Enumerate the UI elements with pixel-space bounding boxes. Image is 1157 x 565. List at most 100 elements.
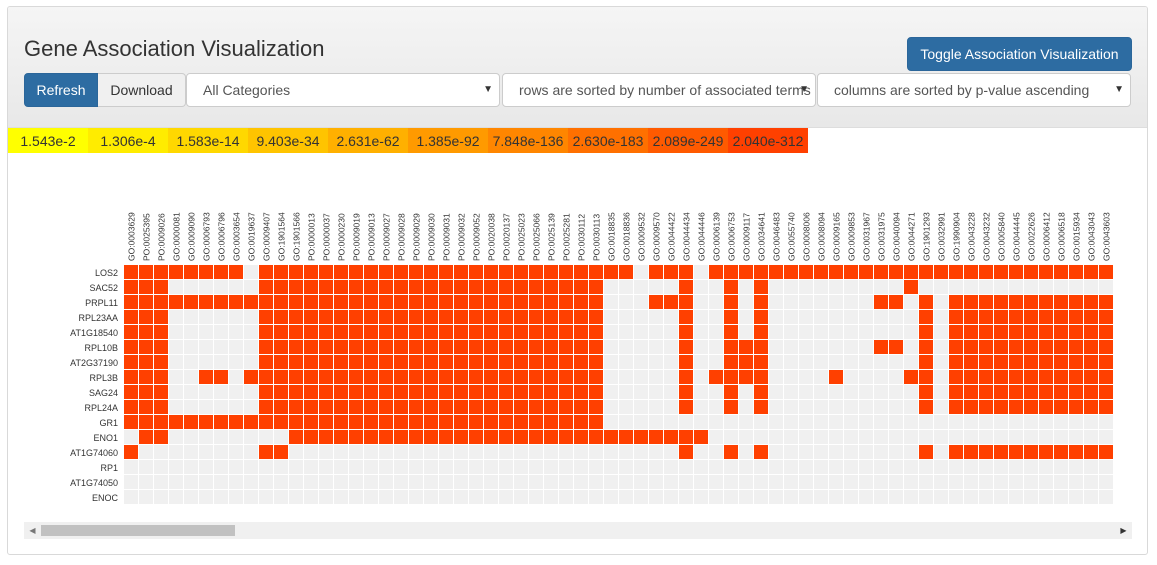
heatmap-cell-associated[interactable] — [964, 340, 978, 354]
heatmap-cell-associated[interactable] — [394, 355, 408, 369]
heatmap-cell-empty[interactable] — [229, 400, 243, 414]
heatmap-cell-associated[interactable] — [274, 355, 288, 369]
heatmap-cell-empty[interactable] — [454, 460, 468, 474]
heatmap-cell-associated[interactable] — [514, 430, 528, 444]
heatmap-cell-associated[interactable] — [139, 265, 153, 279]
heatmap-cell-empty[interactable] — [514, 475, 528, 489]
heatmap-cell-associated[interactable] — [784, 265, 798, 279]
heatmap-cell-empty[interactable] — [874, 325, 888, 339]
heatmap-cell-associated[interactable] — [154, 265, 168, 279]
heatmap-cell-empty[interactable] — [664, 340, 678, 354]
heatmap-cell-associated[interactable] — [919, 325, 933, 339]
heatmap-cell-associated[interactable] — [469, 280, 483, 294]
heatmap-cell-empty[interactable] — [664, 310, 678, 324]
heatmap-cell-associated[interactable] — [409, 325, 423, 339]
heatmap-cell-empty[interactable] — [784, 340, 798, 354]
heatmap-cell-empty[interactable] — [139, 445, 153, 459]
heatmap-cell-empty[interactable] — [964, 415, 978, 429]
heatmap-cell-empty[interactable] — [769, 400, 783, 414]
heatmap-cell-empty[interactable] — [709, 295, 723, 309]
heatmap-cell-empty[interactable] — [814, 340, 828, 354]
heatmap-cell-associated[interactable] — [1084, 295, 1098, 309]
heatmap-cell-empty[interactable] — [1099, 460, 1113, 474]
heatmap-cell-empty[interactable] — [829, 385, 843, 399]
heatmap-cell-associated[interactable] — [424, 355, 438, 369]
heatmap-cell-empty[interactable] — [844, 490, 858, 504]
heatmap-cell-associated[interactable] — [364, 385, 378, 399]
heatmap-cell-associated[interactable] — [874, 265, 888, 279]
heatmap-cell-associated[interactable] — [334, 385, 348, 399]
heatmap-cell-empty[interactable] — [739, 400, 753, 414]
heatmap-cell-empty[interactable] — [679, 475, 693, 489]
heatmap-cell-associated[interactable] — [484, 265, 498, 279]
heatmap-cell-associated[interactable] — [679, 310, 693, 324]
heatmap-cell-associated[interactable] — [724, 355, 738, 369]
heatmap-cell-empty[interactable] — [319, 445, 333, 459]
heatmap-cell-empty[interactable] — [199, 310, 213, 324]
heatmap-cell-associated[interactable] — [214, 295, 228, 309]
heatmap-cell-empty[interactable] — [499, 475, 513, 489]
heatmap-cell-associated[interactable] — [1039, 385, 1053, 399]
heatmap-cell-associated[interactable] — [394, 295, 408, 309]
heatmap-cell-empty[interactable] — [244, 475, 258, 489]
heatmap-cell-associated[interactable] — [439, 355, 453, 369]
heatmap-cell-associated[interactable] — [364, 295, 378, 309]
heatmap-cell-empty[interactable] — [904, 490, 918, 504]
heatmap-cell-associated[interactable] — [349, 430, 363, 444]
heatmap-cell-empty[interactable] — [184, 355, 198, 369]
heatmap-cell-empty[interactable] — [889, 280, 903, 294]
heatmap-cell-associated[interactable] — [994, 325, 1008, 339]
heatmap-cell-associated[interactable] — [979, 310, 993, 324]
heatmap-cell-empty[interactable] — [124, 490, 138, 504]
heatmap-cell-empty[interactable] — [229, 460, 243, 474]
heatmap-cell-empty[interactable] — [994, 475, 1008, 489]
heatmap-cell-empty[interactable] — [709, 415, 723, 429]
heatmap-cell-associated[interactable] — [994, 340, 1008, 354]
heatmap-cell-associated[interactable] — [1054, 295, 1068, 309]
heatmap-cell-associated[interactable] — [529, 385, 543, 399]
heatmap-cell-empty[interactable] — [349, 460, 363, 474]
heatmap-cell-empty[interactable] — [259, 460, 273, 474]
heatmap-cell-associated[interactable] — [559, 415, 573, 429]
heatmap-cell-empty[interactable] — [634, 385, 648, 399]
heatmap-cell-associated[interactable] — [379, 340, 393, 354]
heatmap-cell-associated[interactable] — [379, 385, 393, 399]
heatmap-cell-associated[interactable] — [409, 295, 423, 309]
heatmap-cell-empty[interactable] — [1009, 475, 1023, 489]
heatmap-cell-empty[interactable] — [799, 340, 813, 354]
heatmap-cell-empty[interactable] — [1069, 475, 1083, 489]
heatmap-cell-empty[interactable] — [694, 400, 708, 414]
heatmap-cell-empty[interactable] — [229, 280, 243, 294]
heatmap-cell-empty[interactable] — [244, 490, 258, 504]
heatmap-cell-associated[interactable] — [844, 265, 858, 279]
heatmap-cell-associated[interactable] — [514, 265, 528, 279]
heatmap-cell-associated[interactable] — [574, 385, 588, 399]
heatmap-cell-associated[interactable] — [589, 325, 603, 339]
heatmap-cell-empty[interactable] — [229, 475, 243, 489]
heatmap-cell-empty[interactable] — [739, 460, 753, 474]
heatmap-cell-empty[interactable] — [124, 460, 138, 474]
heatmap-cell-associated[interactable] — [679, 325, 693, 339]
heatmap-cell-empty[interactable] — [949, 475, 963, 489]
heatmap-cell-associated[interactable] — [544, 280, 558, 294]
heatmap-cell-empty[interactable] — [169, 280, 183, 294]
heatmap-cell-empty[interactable] — [439, 460, 453, 474]
heatmap-cell-empty[interactable] — [709, 490, 723, 504]
heatmap-cell-empty[interactable] — [559, 475, 573, 489]
heatmap-cell-associated[interactable] — [1039, 310, 1053, 324]
heatmap-cell-empty[interactable] — [724, 430, 738, 444]
heatmap-cell-associated[interactable] — [589, 385, 603, 399]
heatmap-cell-associated[interactable] — [619, 265, 633, 279]
heatmap-cell-empty[interactable] — [184, 400, 198, 414]
heatmap-cell-associated[interactable] — [214, 265, 228, 279]
heatmap-cell-empty[interactable] — [184, 310, 198, 324]
heatmap-cell-empty[interactable] — [244, 310, 258, 324]
heatmap-cell-empty[interactable] — [679, 490, 693, 504]
heatmap-cell-empty[interactable] — [799, 325, 813, 339]
heatmap-cell-associated[interactable] — [154, 385, 168, 399]
heatmap-cell-empty[interactable] — [769, 460, 783, 474]
heatmap-cell-empty[interactable] — [484, 475, 498, 489]
heatmap-cell-associated[interactable] — [874, 295, 888, 309]
heatmap-cell-associated[interactable] — [334, 265, 348, 279]
heatmap-cell-empty[interactable] — [424, 490, 438, 504]
